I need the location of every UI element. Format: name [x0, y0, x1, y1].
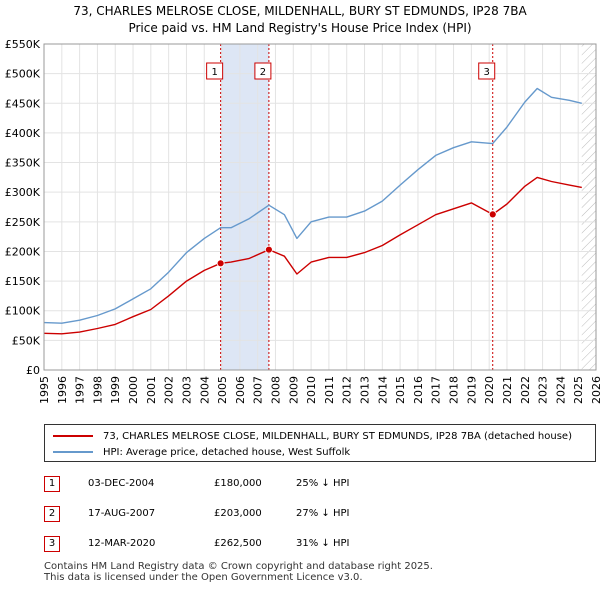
x-tick-label: 2019: [465, 376, 478, 404]
x-tick-label: 2008: [269, 376, 282, 404]
y-tick-label: £450K: [5, 97, 41, 110]
plot-frame: [43, 43, 597, 371]
x-tick-label: 2000: [127, 376, 140, 404]
price-chart: 1 2 3 £0 £50K £100K £150K £200K £250K £300K £350K £…: [5, 38, 600, 404]
y-tick-label: £50K: [12, 334, 41, 347]
x-tick-label: 1997: [74, 376, 87, 404]
event-marker-2: 2: [254, 62, 272, 80]
y-tick-label: £550K: [5, 38, 41, 51]
x-tick-label: 2007: [252, 376, 265, 404]
plot-background: [44, 44, 596, 370]
x-tick-label: 2017: [430, 376, 443, 404]
x-tick-label: 2002: [163, 376, 176, 404]
transaction-number: 3: [44, 536, 60, 552]
x-tick-label: 1999: [109, 376, 122, 404]
x-tick-label: 2013: [359, 376, 372, 404]
sale-point: [216, 259, 225, 268]
transaction-hpi: 27% ↓ HPI: [296, 508, 350, 519]
y-tick-label: £150K: [5, 275, 41, 288]
event-marker-1: 1: [206, 62, 224, 80]
sale-point: [264, 245, 273, 254]
y-tick-label: £350K: [5, 157, 41, 170]
y-tick-label: £0: [26, 364, 40, 377]
x-tick-label: 2022: [519, 376, 532, 404]
x-tick-label: 2011: [323, 376, 336, 404]
x-tick-label: 2005: [216, 376, 229, 404]
x-tick-label: 2025: [572, 376, 585, 404]
y-tick-label: £500K: [5, 68, 41, 81]
y-tick-label: £100K: [5, 305, 41, 318]
event-marker-box: [478, 62, 496, 80]
x-tick-label: 2003: [180, 376, 193, 404]
x-tick-label: 2006: [234, 376, 247, 404]
event-marker-box: [254, 62, 272, 80]
legend-label-property: 73, CHARLES MELROSE CLOSE, MILDENHALL, B…: [103, 430, 572, 442]
x-tick-label: 1996: [56, 376, 69, 404]
chart-title: 73, CHARLES MELROSE CLOSE, MILDENHALL, B…: [73, 4, 527, 18]
event-marker-label: 2: [260, 67, 266, 78]
event-marker-label: 1: [211, 67, 217, 78]
series-group: [44, 87, 582, 335]
transaction-date: 12-MAR-2020: [88, 538, 156, 549]
legend-swatch-property: [53, 435, 93, 437]
x-tick-label: 2010: [305, 376, 318, 404]
x-tick-label: 2001: [145, 376, 158, 404]
transaction-price: £203,000: [214, 508, 262, 519]
x-tick-label: 1998: [91, 376, 104, 404]
sale-point: [488, 210, 497, 219]
event-marker-label: 3: [484, 67, 490, 78]
x-tick-label: 2015: [394, 376, 407, 404]
x-tick-label: 2024: [554, 376, 567, 404]
chart-subtitle: Price paid vs. HM Land Registry's House …: [128, 21, 472, 35]
footer-licence: This data is licensed under the Open Gov…: [44, 572, 363, 583]
x-tick-label: 2012: [341, 376, 354, 404]
transaction-hpi: 25% ↓ HPI: [296, 478, 350, 489]
footer-copyright: Contains HM Land Registry data © Crown c…: [44, 561, 433, 572]
y-tick-label: £200K: [5, 245, 41, 258]
y-tick-label: £250K: [5, 216, 41, 229]
x-tick-label: 1995: [38, 376, 51, 404]
x-tick-label: 2016: [412, 376, 425, 404]
transaction-date: 03-DEC-2004: [88, 478, 155, 489]
x-tick-label: 2023: [537, 376, 550, 404]
x-tick-label: 2020: [483, 376, 496, 404]
shaded-range: [220, 44, 269, 370]
property-series-line: [44, 176, 582, 335]
x-tick-label: 2018: [448, 376, 461, 404]
legend-swatch-hpi: [53, 451, 93, 453]
transaction-date: 17-AUG-2007: [88, 508, 156, 519]
hpi-series-line: [44, 87, 582, 324]
x-tick-label: 2009: [287, 376, 300, 404]
y-tick-label: £300K: [5, 186, 41, 199]
transaction-number: 1: [44, 476, 60, 492]
transaction-hpi: 31% ↓ HPI: [296, 538, 350, 549]
x-tick-label: 2026: [590, 376, 600, 404]
y-tick-label: £400K: [5, 127, 41, 140]
transaction-price: £262,500: [214, 538, 262, 549]
x-tick-label: 2021: [501, 376, 514, 404]
transaction-number: 2: [44, 506, 60, 522]
legend: 73, CHARLES MELROSE CLOSE, MILDENHALL, B…: [44, 424, 596, 462]
event-marker-box: [206, 62, 224, 80]
transaction-price: £180,000: [214, 478, 262, 489]
x-tick-label: 2004: [198, 376, 211, 404]
event-marker-3: 3: [478, 62, 496, 80]
x-tick-label: 2014: [376, 376, 389, 404]
legend-item-property: 73, CHARLES MELROSE CLOSE, MILDENHALL, B…: [53, 428, 572, 444]
forecast-hatch: [581, 44, 596, 370]
legend-item-hpi: HPI: Average price, detached house, West…: [53, 444, 350, 460]
legend-label-hpi: HPI: Average price, detached house, West…: [103, 446, 351, 458]
